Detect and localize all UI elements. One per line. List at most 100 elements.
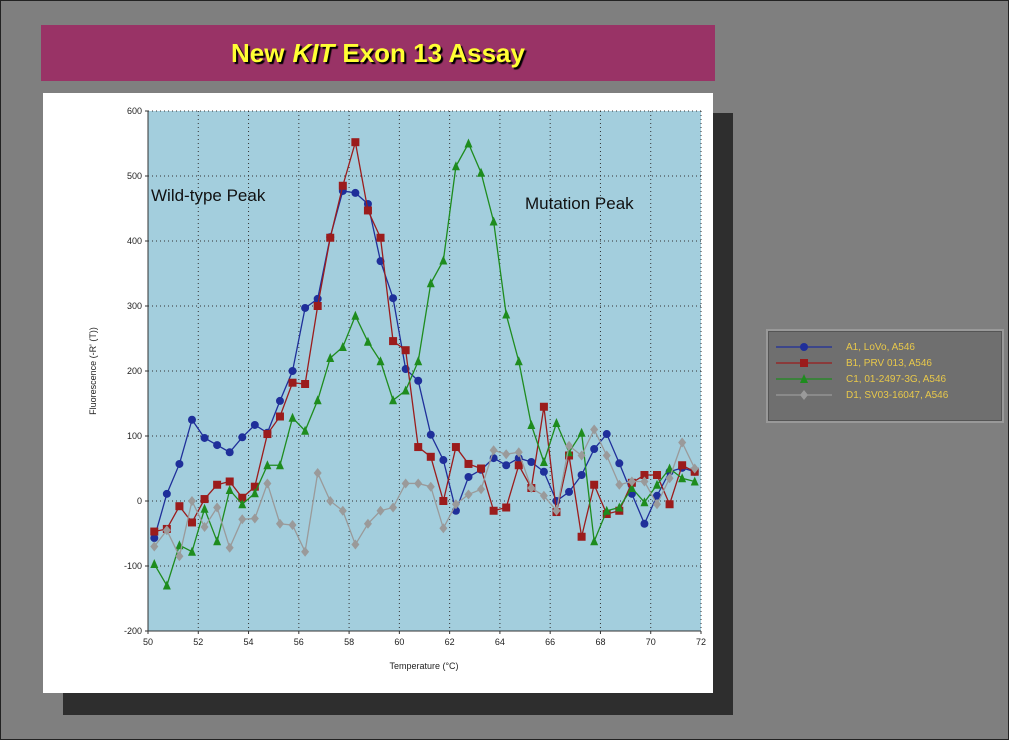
marker (150, 559, 159, 569)
marker (451, 499, 460, 510)
y-tick-label: 400 (127, 236, 142, 246)
marker (552, 505, 561, 516)
marker (502, 449, 511, 460)
marker (351, 138, 360, 147)
marker (539, 402, 548, 411)
marker (275, 460, 284, 470)
x-tick-label: 66 (545, 637, 555, 647)
marker (489, 216, 498, 226)
marker (665, 463, 674, 473)
marker (150, 527, 159, 536)
marker (590, 536, 599, 546)
title-band: New KIT Exon 13 Assay (41, 25, 715, 81)
legend-label: C1, 01-2497-3G, A546 (846, 374, 947, 385)
title: New (231, 37, 285, 68)
marker (577, 427, 586, 437)
marker (678, 461, 687, 470)
marker (514, 461, 523, 470)
marker (590, 424, 599, 435)
marker (162, 525, 171, 536)
legend-marker (800, 343, 808, 351)
marker (690, 476, 699, 486)
marker (539, 457, 548, 466)
marker (351, 188, 360, 197)
marker (200, 433, 209, 442)
x-axis-label: Temperature (°C) (389, 661, 458, 671)
annotation: Wild-type Peak (151, 186, 266, 205)
marker (363, 206, 372, 215)
marker (401, 478, 410, 489)
marker (426, 430, 435, 439)
marker (653, 499, 662, 510)
marker (552, 418, 561, 427)
x-tick-label: 58 (344, 637, 354, 647)
marker (389, 395, 398, 405)
marker (187, 518, 196, 527)
y-tick-label: -200 (124, 626, 142, 636)
marker (590, 480, 599, 489)
marker (464, 489, 473, 500)
series-line (153, 142, 695, 588)
marker (225, 542, 234, 553)
marker (389, 337, 398, 346)
marker (162, 489, 171, 498)
marker (577, 471, 586, 479)
marker (263, 478, 272, 489)
marker (250, 488, 259, 498)
marker (313, 395, 322, 405)
marker (263, 430, 272, 439)
y-tick-label: -100 (124, 561, 142, 571)
marker (162, 580, 171, 590)
marker (175, 459, 184, 468)
marker (288, 367, 297, 375)
marker (653, 471, 662, 479)
marker (439, 255, 448, 265)
marker (653, 479, 662, 489)
marker (238, 493, 247, 502)
marker (627, 476, 636, 487)
marker (665, 473, 674, 484)
marker (414, 478, 423, 489)
marker (389, 294, 398, 303)
marker (615, 502, 624, 512)
marker (426, 278, 435, 288)
x-tick-label: 54 (244, 637, 254, 647)
marker (288, 412, 297, 422)
marker (313, 468, 322, 479)
marker (275, 396, 284, 405)
marker (678, 437, 687, 448)
marker (653, 491, 662, 500)
marker (250, 513, 259, 524)
legend-marker (800, 374, 808, 383)
marker (225, 477, 234, 486)
marker (414, 376, 423, 385)
y-tick-label: 100 (127, 431, 142, 441)
marker (401, 346, 410, 355)
legend-label: A1, LoVo, A546 (846, 342, 915, 353)
x-tick-label: 50 (143, 637, 153, 647)
x-tick-label: 72 (696, 637, 706, 647)
marker (250, 482, 259, 491)
marker (213, 480, 222, 489)
marker (477, 167, 486, 177)
marker (414, 443, 423, 452)
marker (602, 505, 611, 515)
marker (213, 441, 222, 450)
marker (590, 445, 599, 453)
marker (514, 447, 523, 458)
marker (439, 456, 448, 465)
marker (489, 445, 498, 456)
marker (187, 546, 196, 556)
marker (602, 450, 611, 461)
annotation: Mutation Peak (525, 194, 634, 213)
marker (187, 496, 196, 506)
marker (275, 412, 284, 421)
marker (301, 380, 310, 388)
marker (401, 385, 410, 395)
marker (301, 546, 310, 557)
marker (150, 541, 159, 552)
marker (464, 472, 473, 481)
marker (351, 539, 360, 550)
marker (640, 497, 649, 507)
x-tick-label: 56 (294, 637, 304, 647)
